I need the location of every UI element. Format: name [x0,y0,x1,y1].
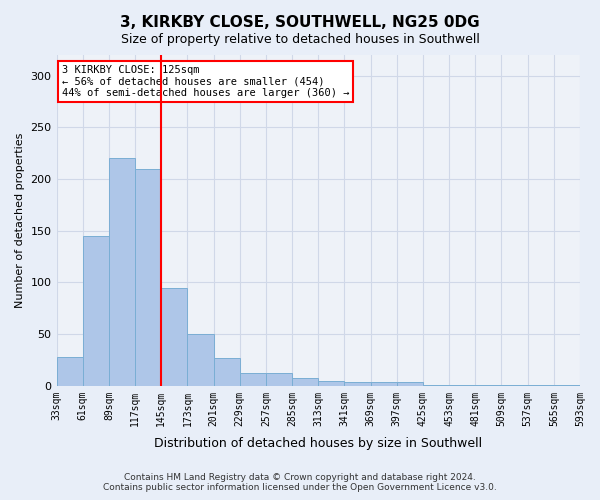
Bar [397,382,423,386]
Bar [344,382,371,386]
Bar [109,158,135,386]
Bar [83,236,109,386]
Text: 3, KIRKBY CLOSE, SOUTHWELL, NG25 0DG: 3, KIRKBY CLOSE, SOUTHWELL, NG25 0DG [120,15,480,30]
Bar [214,358,240,386]
Bar [423,384,449,386]
Bar [187,334,214,386]
Text: Size of property relative to detached houses in Southwell: Size of property relative to detached ho… [121,32,479,46]
Bar [266,374,292,386]
Y-axis label: Number of detached properties: Number of detached properties [15,132,25,308]
Bar [554,384,580,386]
Bar [475,384,502,386]
Bar [161,288,187,386]
Bar [56,357,83,386]
Bar [449,384,475,386]
Bar [502,384,527,386]
Text: Contains HM Land Registry data © Crown copyright and database right 2024.
Contai: Contains HM Land Registry data © Crown c… [103,473,497,492]
Bar [240,374,266,386]
Bar [371,382,397,386]
Bar [292,378,318,386]
X-axis label: Distribution of detached houses by size in Southwell: Distribution of detached houses by size … [154,437,482,450]
Bar [135,168,161,386]
Bar [318,380,344,386]
Bar [527,384,554,386]
Text: 3 KIRKBY CLOSE: 125sqm
← 56% of detached houses are smaller (454)
44% of semi-de: 3 KIRKBY CLOSE: 125sqm ← 56% of detached… [62,65,349,98]
